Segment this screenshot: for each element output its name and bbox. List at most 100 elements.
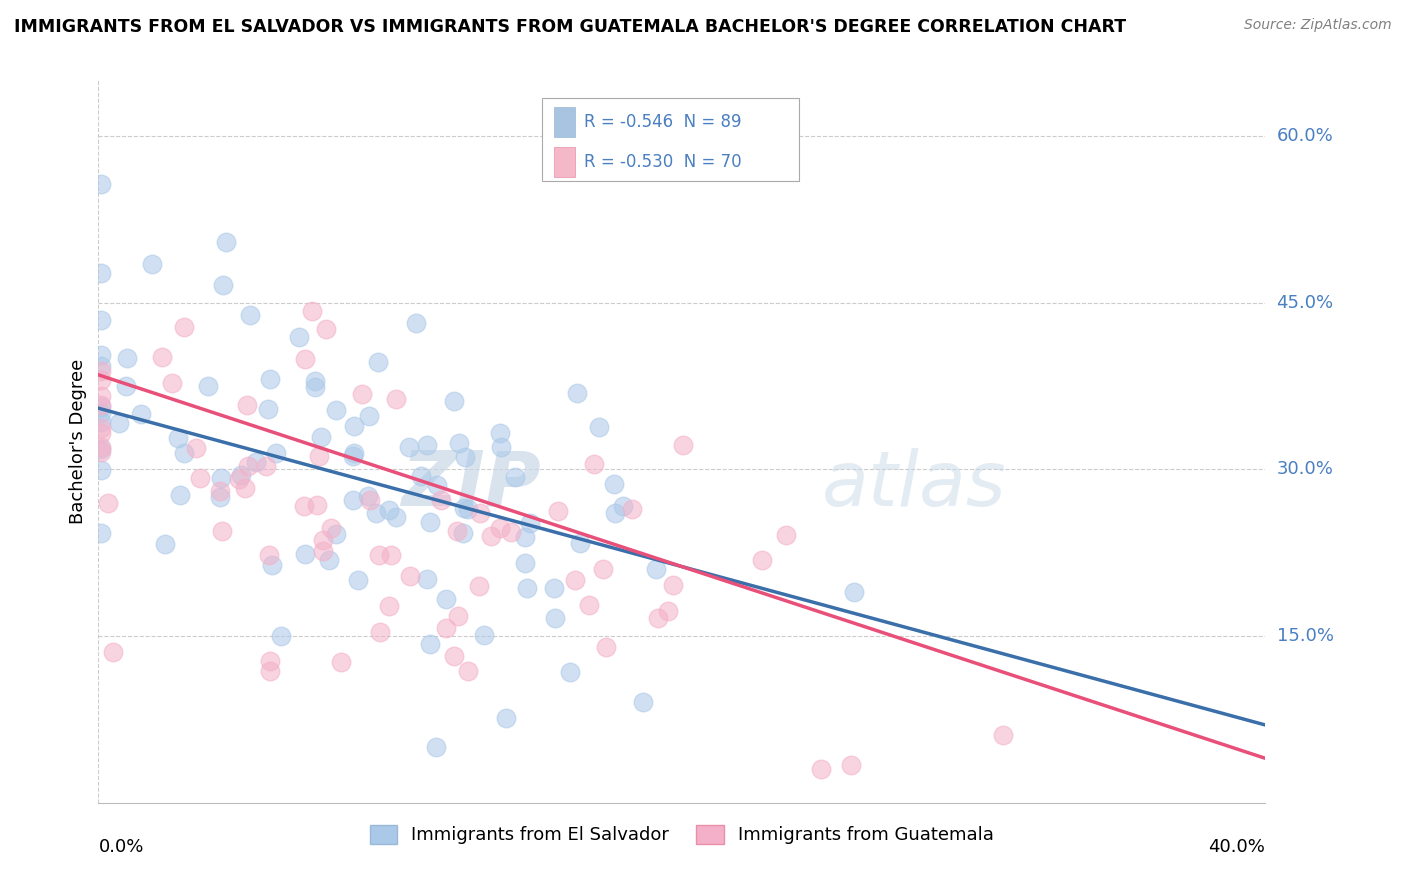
Point [810,763,832,777]
Point [162,376,184,391]
Point [90,359,112,373]
Point [90,426,112,441]
Point [209,491,232,505]
Point [312,533,335,548]
Point [645,562,668,576]
Point [228,472,250,486]
Point [294,351,316,366]
Point [547,504,569,518]
Point [419,515,441,529]
Point [346,574,368,588]
Point [90,440,112,454]
Point [409,469,432,483]
Legend: Immigrants from El Salvador, Immigrants from Guatemala: Immigrants from El Salvador, Immigrants … [363,818,1001,852]
Point [647,611,669,625]
Point [259,664,281,678]
Point [342,492,364,507]
Point [583,458,606,472]
Point [499,525,522,540]
Point [592,562,614,576]
Point [343,419,366,434]
Bar [554,147,575,178]
Point [368,624,391,639]
Point [209,471,232,485]
Point [166,431,188,445]
Point [301,304,323,318]
Text: 40.0%: 40.0% [1209,838,1265,855]
Point [294,547,316,561]
Point [229,468,252,483]
Point [662,578,685,592]
Point [101,645,124,659]
Point [239,308,262,322]
Point [993,728,1015,742]
Point [90,406,112,420]
Point [453,501,475,516]
Point [560,665,582,680]
Text: 45.0%: 45.0% [1277,293,1334,311]
Text: R = -0.530  N = 70: R = -0.530 N = 70 [583,153,741,171]
Point [308,449,330,463]
Point [398,440,420,454]
Point [513,530,536,544]
Point [90,415,112,429]
Point [603,476,626,491]
Bar [554,107,575,137]
Point [839,758,862,772]
Point [519,516,541,530]
Point [377,599,399,614]
Text: IMMIGRANTS FROM EL SALVADOR VS IMMIGRANTS FROM GUATEMALA BACHELOR'S DEGREE CORRE: IMMIGRANTS FROM EL SALVADOR VS IMMIGRANT… [14,18,1126,36]
Point [352,386,374,401]
Point [578,599,600,613]
Point [543,581,565,595]
Point [467,579,489,593]
Point [304,374,326,388]
Point [307,498,329,512]
Point [495,711,517,725]
Point [153,537,176,551]
Text: atlas: atlas [823,448,1007,522]
Point [343,446,366,460]
Point [115,379,138,393]
Point [90,526,112,541]
Point [489,426,512,441]
Point [215,235,238,250]
Point [129,407,152,421]
Point [264,446,287,460]
Point [457,664,479,678]
Point [318,553,340,567]
Point [385,392,408,407]
Point [479,529,502,543]
Text: 30.0%: 30.0% [1277,460,1333,478]
Point [443,648,465,663]
Point [366,506,388,520]
Point [657,604,679,618]
Point [212,278,235,293]
Point [259,654,281,668]
Point [209,484,232,499]
Point [451,526,474,541]
Y-axis label: Bachelor's Degree: Bachelor's Degree [69,359,87,524]
Point [342,449,364,463]
Point [385,509,408,524]
Point [188,470,211,484]
Point [90,364,112,378]
Point [256,401,278,416]
Point [90,348,112,362]
Text: R = -0.546  N = 89: R = -0.546 N = 89 [583,113,741,131]
Point [141,257,163,271]
Point [245,455,267,469]
Point [503,469,526,483]
Point [169,488,191,502]
Point [359,493,381,508]
Point [443,394,465,409]
Point [472,628,495,642]
Point [304,380,326,394]
Point [90,444,112,458]
Point [620,501,643,516]
Point [447,609,470,624]
Point [631,695,654,709]
Point [434,591,457,606]
Text: 15.0%: 15.0% [1277,627,1333,645]
Point [612,499,634,513]
